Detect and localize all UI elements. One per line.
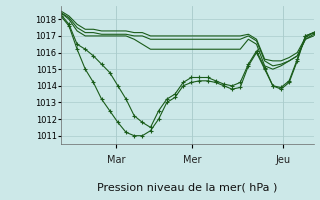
Text: Mer: Mer — [183, 155, 202, 165]
Text: Pression niveau de la mer( hPa ): Pression niveau de la mer( hPa ) — [97, 183, 277, 193]
Text: Mar: Mar — [107, 155, 126, 165]
Text: Jeu: Jeu — [276, 155, 291, 165]
